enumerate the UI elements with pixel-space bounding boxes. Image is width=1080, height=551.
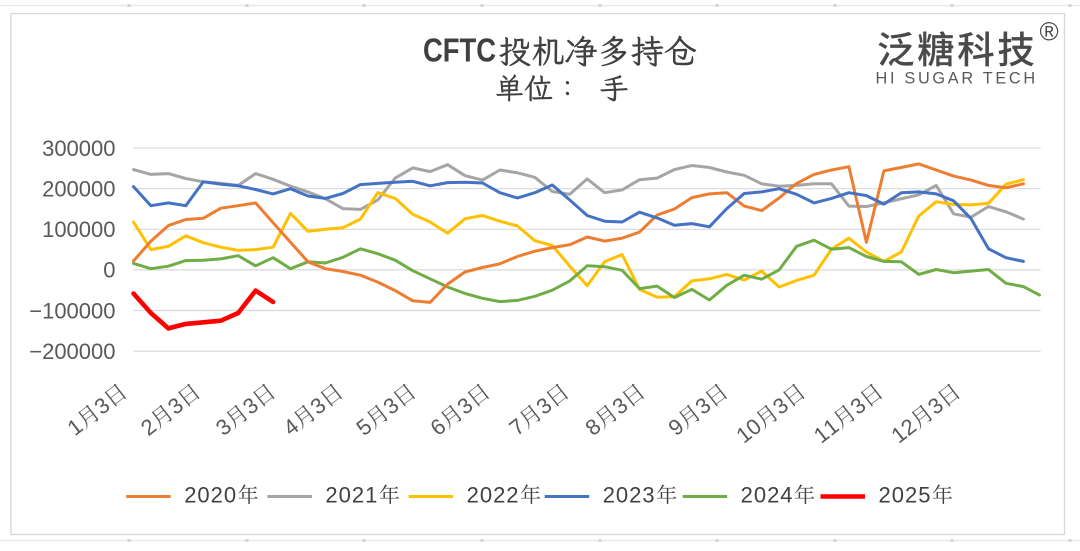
svg-text:CFTC: CFTC (423, 32, 496, 69)
svg-text:2025: 2025 (879, 482, 932, 507)
svg-text:−100000: −100000 (29, 298, 115, 323)
svg-text:0: 0 (103, 258, 115, 283)
svg-text:2021: 2021 (325, 482, 378, 507)
svg-text:HI SUGAR TECH: HI SUGAR TECH (876, 70, 1038, 88)
svg-text:®: ® (1040, 17, 1059, 47)
svg-text:300000: 300000 (42, 136, 115, 161)
svg-text:−200000: −200000 (29, 339, 115, 364)
svg-text:100000: 100000 (42, 217, 115, 242)
svg-text:2020: 2020 (184, 482, 237, 507)
svg-text:200000: 200000 (42, 177, 115, 202)
svg-text:2023: 2023 (603, 482, 656, 507)
svg-text:2024: 2024 (741, 482, 794, 507)
svg-text:2022: 2022 (467, 482, 520, 507)
